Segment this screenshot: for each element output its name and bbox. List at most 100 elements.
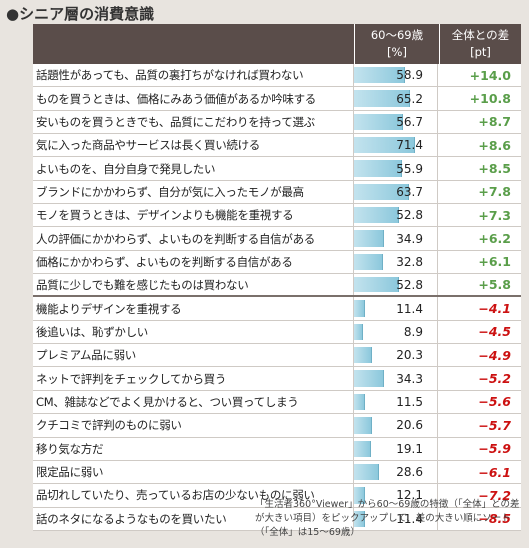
diff-value: −8.5 xyxy=(478,511,511,527)
value-cell: 28.6 xyxy=(354,460,438,484)
row-label: 安いものを買うときでも、品質にこだわりを持って選ぶ xyxy=(33,110,354,134)
row-label: 話のネタになるようなものを買いたい xyxy=(33,507,354,530)
row-label: モノを買うときは、デザインよりも機能を重視する xyxy=(33,204,354,227)
value-label: 11.5 xyxy=(396,394,423,409)
value-label: 19.1 xyxy=(396,441,423,456)
page-title: ●シニア層の消費意識 xyxy=(6,5,155,23)
value-label: 11.4 xyxy=(396,301,423,316)
diff-value: +10.8 xyxy=(469,91,511,107)
row-label: クチコミで評判のものに弱い xyxy=(33,414,354,437)
diff-value: −5.2 xyxy=(478,371,511,387)
value-bar xyxy=(354,253,383,271)
value-bar xyxy=(354,463,379,481)
diff-value: −5.6 xyxy=(478,394,511,410)
value-label: 52.8 xyxy=(396,208,423,223)
value-label: 12.1 xyxy=(396,488,423,503)
row-label: 気に入った商品やサービスは長く買い続ける xyxy=(33,134,354,157)
header-diff-unit: [pt] xyxy=(470,45,491,59)
data-table: 60～69歳 [%] 全体との差 [pt] 話題性があっても、品質の裏打ちがなけ… xyxy=(33,24,521,531)
table-row: ブランドにかかわらず、自分が気に入ったモノが最高 63.7 +7.8 xyxy=(33,180,521,205)
table-row: 人の評価にかかわらず、よいものを判断する自信がある 34.9 +6.2 xyxy=(33,227,521,251)
table-row: 話のネタになるようなものを買いたい 11.4 −8.5 xyxy=(33,507,521,531)
table-header: 60～69歳 [%] 全体との差 [pt] xyxy=(33,24,521,64)
table-row: 安いものを買うときでも、品質にこだわりを持って選ぶ 56.7 +8.7 xyxy=(33,110,521,135)
row-label: 品切れしていたり、売っているお店の少ないものに弱い xyxy=(33,484,354,507)
value-cell: 55.9 xyxy=(354,157,438,180)
value-cell: 52.8 xyxy=(354,204,438,227)
value-label: 8.9 xyxy=(403,324,423,339)
value-cell: 34.3 xyxy=(354,367,438,390)
header-label-cell xyxy=(33,24,355,64)
row-label: よいものを、自分自身で発見したい xyxy=(33,157,354,180)
row-label: 機能よりデザインを重視する xyxy=(33,297,354,320)
value-cell: 52.8 xyxy=(354,274,438,296)
value-cell: 11.4 xyxy=(354,507,438,530)
row-label: 限定品に弱い xyxy=(33,460,354,484)
value-cell: 71.4 xyxy=(354,134,438,157)
value-label: 28.6 xyxy=(396,465,423,480)
value-cell: 12.1 xyxy=(354,484,438,507)
diff-value: −7.2 xyxy=(478,487,511,503)
diff-value: −5.9 xyxy=(478,441,511,457)
value-bar xyxy=(354,137,415,154)
value-bar xyxy=(354,207,400,224)
value-bar xyxy=(354,370,384,387)
diff-value: −5.7 xyxy=(478,417,511,433)
footnote: 「生活者360°Viewer」から60～69歳の特徴（「全体」との差が大きい項目… xyxy=(255,499,520,538)
table-row: 気に入った商品やサービスは長く買い続ける 71.4 +8.6 xyxy=(33,134,521,158)
value-bar xyxy=(354,487,366,504)
table-row: クチコミで評判のものに弱い 20.6 −5.7 xyxy=(33,414,521,438)
header-value-title: 60～69歳 xyxy=(370,28,424,42)
header-diff-cell: 全体との差 [pt] xyxy=(440,24,521,64)
value-label: 34.9 xyxy=(396,231,423,246)
value-label: 58.9 xyxy=(396,68,423,83)
value-bar xyxy=(354,417,373,434)
diff-value: +8.5 xyxy=(478,161,511,177)
diff-value: +6.2 xyxy=(478,231,511,247)
value-cell: 56.7 xyxy=(354,110,438,134)
table-row: ものを買うときは、価格にみあう価値があるか吟味する 65.2 +10.8 xyxy=(33,87,521,111)
row-label: 後追いは、恥ずかしい xyxy=(33,320,354,344)
value-bar xyxy=(354,393,365,411)
header-diff-title: 全体との差 xyxy=(451,28,510,42)
value-cell: 65.2 xyxy=(354,87,438,110)
value-cell: 20.3 xyxy=(354,344,438,367)
table-row: CM、雑誌などでよく見かけると、つい買ってしまう 11.5 −5.6 xyxy=(33,390,521,415)
value-bar xyxy=(354,323,363,341)
value-cell: 63.7 xyxy=(354,180,438,204)
row-label: ネットで評判をチェックしてから買う xyxy=(33,367,354,390)
value-bar xyxy=(354,300,365,317)
value-cell: 8.9 xyxy=(354,320,438,344)
table-row: 後追いは、恥ずかしい 8.9 −4.5 xyxy=(33,320,521,345)
value-cell: 32.8 xyxy=(354,250,438,274)
row-label: 人の評価にかかわらず、よいものを判断する自信がある xyxy=(33,227,354,250)
diff-value: +5.8 xyxy=(478,277,511,293)
header-value-unit: [%] xyxy=(387,45,407,59)
table-row: 機能よりデザインを重視する 11.4 −4.1 xyxy=(33,297,521,321)
row-label: 価格にかかわらず、よいものを判断する自信がある xyxy=(33,250,354,274)
table-row: ネットで評判をチェックしてから買う 34.3 −5.2 xyxy=(33,367,521,391)
value-cell: 19.1 xyxy=(354,437,438,460)
value-bar xyxy=(354,67,405,84)
table-row: 品切れしていたり、売っているお店の少ないものに弱い 12.1 −7.2 xyxy=(33,484,521,508)
diff-value: +8.6 xyxy=(478,137,511,153)
value-bar xyxy=(354,347,373,364)
value-label: 56.7 xyxy=(396,114,423,129)
value-cell: 11.4 xyxy=(354,297,438,320)
value-label: 52.8 xyxy=(396,277,423,292)
value-cell: 11.5 xyxy=(354,390,438,414)
value-bar xyxy=(354,230,385,247)
table-row: 移り気な方だ 19.1 −5.9 xyxy=(33,437,521,461)
value-label: 32.8 xyxy=(396,254,423,269)
diff-value: +8.7 xyxy=(478,114,511,130)
value-bar xyxy=(354,160,402,177)
row-label: ブランドにかかわらず、自分が気に入ったモノが最高 xyxy=(33,180,354,204)
value-bar xyxy=(354,90,410,107)
diff-value: +7.8 xyxy=(478,184,511,200)
table-row: モノを買うときは、デザインよりも機能を重視する 52.8 +7.3 xyxy=(33,204,521,228)
diff-value: +7.3 xyxy=(478,207,511,223)
header-value-cell: 60～69歳 [%] xyxy=(355,24,440,64)
table-row: プレミアム品に弱い 20.3 −4.9 xyxy=(33,344,521,368)
diff-value: −4.9 xyxy=(478,347,511,363)
row-label: CM、雑誌などでよく見かけると、つい買ってしまう xyxy=(33,390,354,414)
